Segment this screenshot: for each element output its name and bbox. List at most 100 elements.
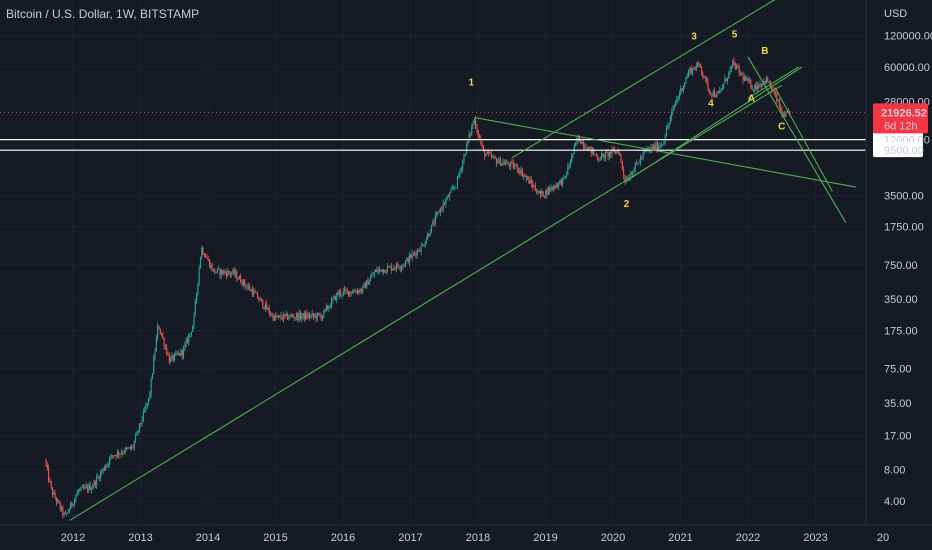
candle xyxy=(162,331,164,340)
candle xyxy=(61,505,63,513)
candle xyxy=(736,63,738,70)
candle-body xyxy=(53,492,55,495)
candle-body xyxy=(756,85,758,90)
time-scale-background[interactable] xyxy=(0,525,932,550)
candle-body xyxy=(663,141,665,145)
wave-label: C xyxy=(778,122,785,133)
candle xyxy=(520,166,522,176)
price-axis[interactable]: USD120000.0060000.0028000.0012000.009500… xyxy=(873,8,932,508)
candle-body xyxy=(124,448,126,453)
candle xyxy=(459,167,461,178)
candle-body xyxy=(209,259,211,268)
candle-body xyxy=(650,147,652,150)
candle xyxy=(521,168,523,178)
trendline[interactable] xyxy=(747,66,799,99)
candle-body xyxy=(175,352,177,355)
price-scale-background[interactable] xyxy=(866,0,932,525)
candle-body xyxy=(720,89,722,91)
trendline[interactable] xyxy=(774,87,833,192)
candle-body xyxy=(576,140,578,143)
candle xyxy=(569,159,571,168)
candle-body xyxy=(765,77,767,84)
candle-body xyxy=(346,290,348,292)
candle xyxy=(346,287,348,295)
candle-body xyxy=(295,313,298,318)
candle xyxy=(603,153,605,162)
candle xyxy=(338,288,340,299)
candle-body xyxy=(88,485,90,491)
candle-body xyxy=(541,191,543,195)
candle-body xyxy=(105,466,107,470)
candle-body xyxy=(263,307,265,309)
candle-body xyxy=(608,152,610,157)
candle-body xyxy=(728,71,730,79)
candle-body xyxy=(255,292,257,294)
candle-body xyxy=(228,270,230,274)
candle xyxy=(202,246,204,256)
wave-label: 5 xyxy=(732,30,738,41)
candle-body xyxy=(279,315,281,317)
candle xyxy=(745,75,747,81)
candle xyxy=(238,275,240,280)
candle xyxy=(147,397,150,406)
candle xyxy=(495,157,497,167)
candle xyxy=(449,191,451,202)
candle-body xyxy=(702,72,704,76)
candle-body xyxy=(299,312,301,319)
candle xyxy=(707,78,709,92)
candle-body xyxy=(262,299,264,308)
candle-body xyxy=(681,88,683,91)
candle xyxy=(324,308,326,313)
candle xyxy=(276,313,278,319)
candle-body xyxy=(562,177,564,185)
candle xyxy=(48,464,50,483)
candle xyxy=(738,64,740,77)
time-tick-label: 2014 xyxy=(196,532,220,544)
candle-body xyxy=(781,110,783,117)
candle-body xyxy=(421,244,423,246)
candle-body xyxy=(745,77,747,81)
candle xyxy=(585,143,587,150)
candle xyxy=(550,183,552,193)
candle xyxy=(181,349,183,360)
candle xyxy=(704,76,706,83)
trendline[interactable] xyxy=(475,117,857,188)
candle-body xyxy=(321,315,324,320)
trendline[interactable] xyxy=(626,66,803,182)
candle-body xyxy=(193,313,195,327)
candle-body xyxy=(732,60,734,66)
candle-body xyxy=(385,271,387,273)
candle-body xyxy=(554,185,556,189)
candle-body xyxy=(259,298,261,301)
candle xyxy=(456,175,459,190)
time-axis[interactable]: 2012 2013 2014 2015 2016 2017 2018 2019 2020 2021… xyxy=(61,532,889,544)
candle-body xyxy=(403,265,405,266)
candle xyxy=(765,75,767,84)
candle xyxy=(192,324,194,333)
candle xyxy=(211,262,213,272)
trendline[interactable] xyxy=(747,56,847,224)
candle-body xyxy=(673,106,675,109)
candle xyxy=(249,283,251,291)
candle xyxy=(142,408,144,423)
candle xyxy=(732,59,734,69)
candle xyxy=(109,455,111,468)
candle-body xyxy=(188,334,190,343)
candle-body xyxy=(629,174,631,178)
chart-grid xyxy=(0,0,884,525)
candle xyxy=(247,282,250,290)
candle-body xyxy=(494,156,496,159)
candle-body xyxy=(364,283,366,289)
candle-body xyxy=(677,96,679,99)
candle xyxy=(255,292,257,294)
candle xyxy=(485,153,487,157)
candle xyxy=(733,57,735,66)
candle xyxy=(138,423,141,434)
candle xyxy=(589,146,591,150)
candle xyxy=(407,256,409,264)
candle xyxy=(289,314,291,319)
candle xyxy=(650,143,652,154)
candle xyxy=(88,482,90,494)
trendline[interactable] xyxy=(511,0,789,159)
